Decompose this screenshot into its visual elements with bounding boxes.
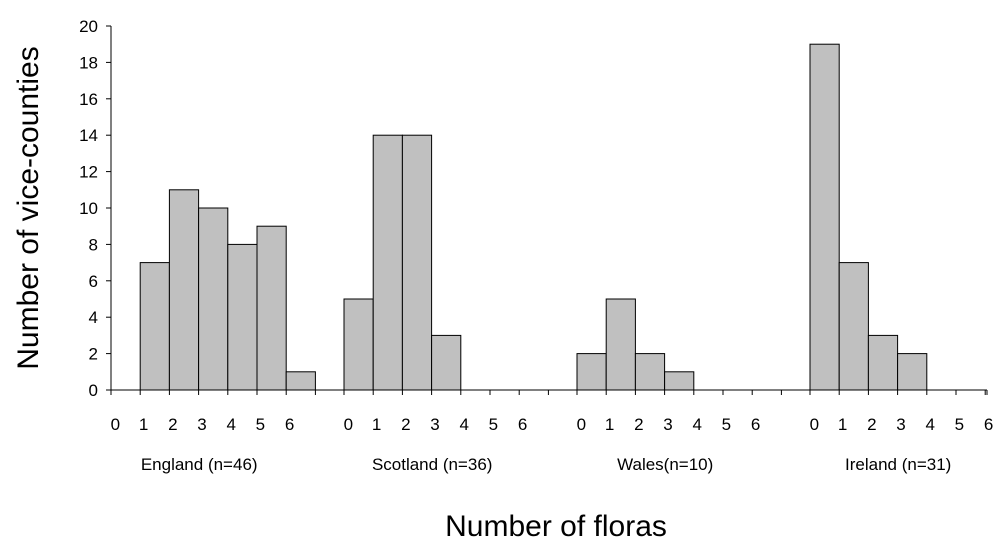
x-tick-label: 2 — [401, 415, 410, 434]
x-tick-label: 6 — [285, 415, 294, 434]
x-axis-title: Number of floras — [445, 510, 667, 543]
group-label: England (n=46) — [141, 455, 258, 474]
x-tick-label: 3 — [663, 415, 672, 434]
x-tick-label: 1 — [605, 415, 614, 434]
x-tick-label: 2 — [168, 415, 177, 434]
y-tick-label: 8 — [89, 235, 98, 254]
bar — [285, 371, 316, 391]
bars-layer — [139, 43, 928, 391]
x-tick-label: 0 — [810, 415, 819, 434]
y-tick-label: 0 — [89, 381, 98, 400]
x-tick-label: 1 — [372, 415, 381, 434]
bar — [343, 298, 374, 391]
x-tick-label: 5 — [489, 415, 498, 434]
x-tick-label: 2 — [634, 415, 643, 434]
bar — [634, 353, 666, 391]
y-tick-label: 20 — [79, 17, 98, 36]
x-tick-label: 6 — [518, 415, 527, 434]
y-tick-label: 4 — [89, 308, 98, 327]
x-tick-label: 3 — [430, 415, 439, 434]
x-tick-label: 2 — [867, 415, 876, 434]
bar — [256, 225, 287, 391]
x-tick-label: 0 — [344, 415, 353, 434]
x-tick-label: 0 — [111, 415, 120, 434]
y-tick-label: 6 — [89, 272, 98, 291]
x-tick-label: 3 — [896, 415, 905, 434]
bar — [431, 334, 462, 391]
y-tick-label: 10 — [79, 199, 98, 218]
bar — [605, 298, 636, 391]
x-tick-label: 5 — [722, 415, 731, 434]
y-tick-label: 2 — [89, 345, 98, 364]
x-tick-label: 1 — [139, 415, 148, 434]
bar — [809, 43, 840, 391]
y-axis-title: Number of vice-counties — [12, 46, 45, 369]
bar — [372, 134, 403, 391]
x-tick-label: 0 — [577, 415, 586, 434]
group-label: Scotland (n=36) — [372, 455, 493, 474]
x-tick-label: 5 — [256, 415, 265, 434]
bar — [198, 207, 229, 391]
x-tick-label: 6 — [751, 415, 760, 434]
bar — [576, 353, 607, 391]
y-tick-label: 12 — [79, 163, 98, 182]
group-label: Ireland (n=31) — [845, 455, 951, 474]
x-tick-label: 4 — [925, 415, 934, 434]
bar — [664, 371, 695, 391]
bar — [168, 189, 200, 391]
group-label: Wales(n=10) — [617, 455, 713, 474]
bar — [867, 334, 899, 391]
x-tick-label: 6 — [984, 415, 993, 434]
y-tick-label: 14 — [79, 126, 98, 145]
x-tick-label: 3 — [197, 415, 206, 434]
x-tick-label: 1 — [838, 415, 847, 434]
bar — [227, 243, 258, 391]
bar — [401, 134, 433, 391]
bar — [838, 262, 869, 391]
y-tick-label: 16 — [79, 90, 98, 109]
x-tick-label: 4 — [692, 415, 701, 434]
x-tick-label: 5 — [955, 415, 964, 434]
bar — [897, 353, 928, 391]
x-tick-label: 4 — [459, 415, 468, 434]
axes-layer — [106, 25, 988, 395]
y-tick-label: 18 — [79, 53, 98, 72]
x-tick-label: 4 — [226, 415, 235, 434]
bar — [139, 262, 170, 391]
